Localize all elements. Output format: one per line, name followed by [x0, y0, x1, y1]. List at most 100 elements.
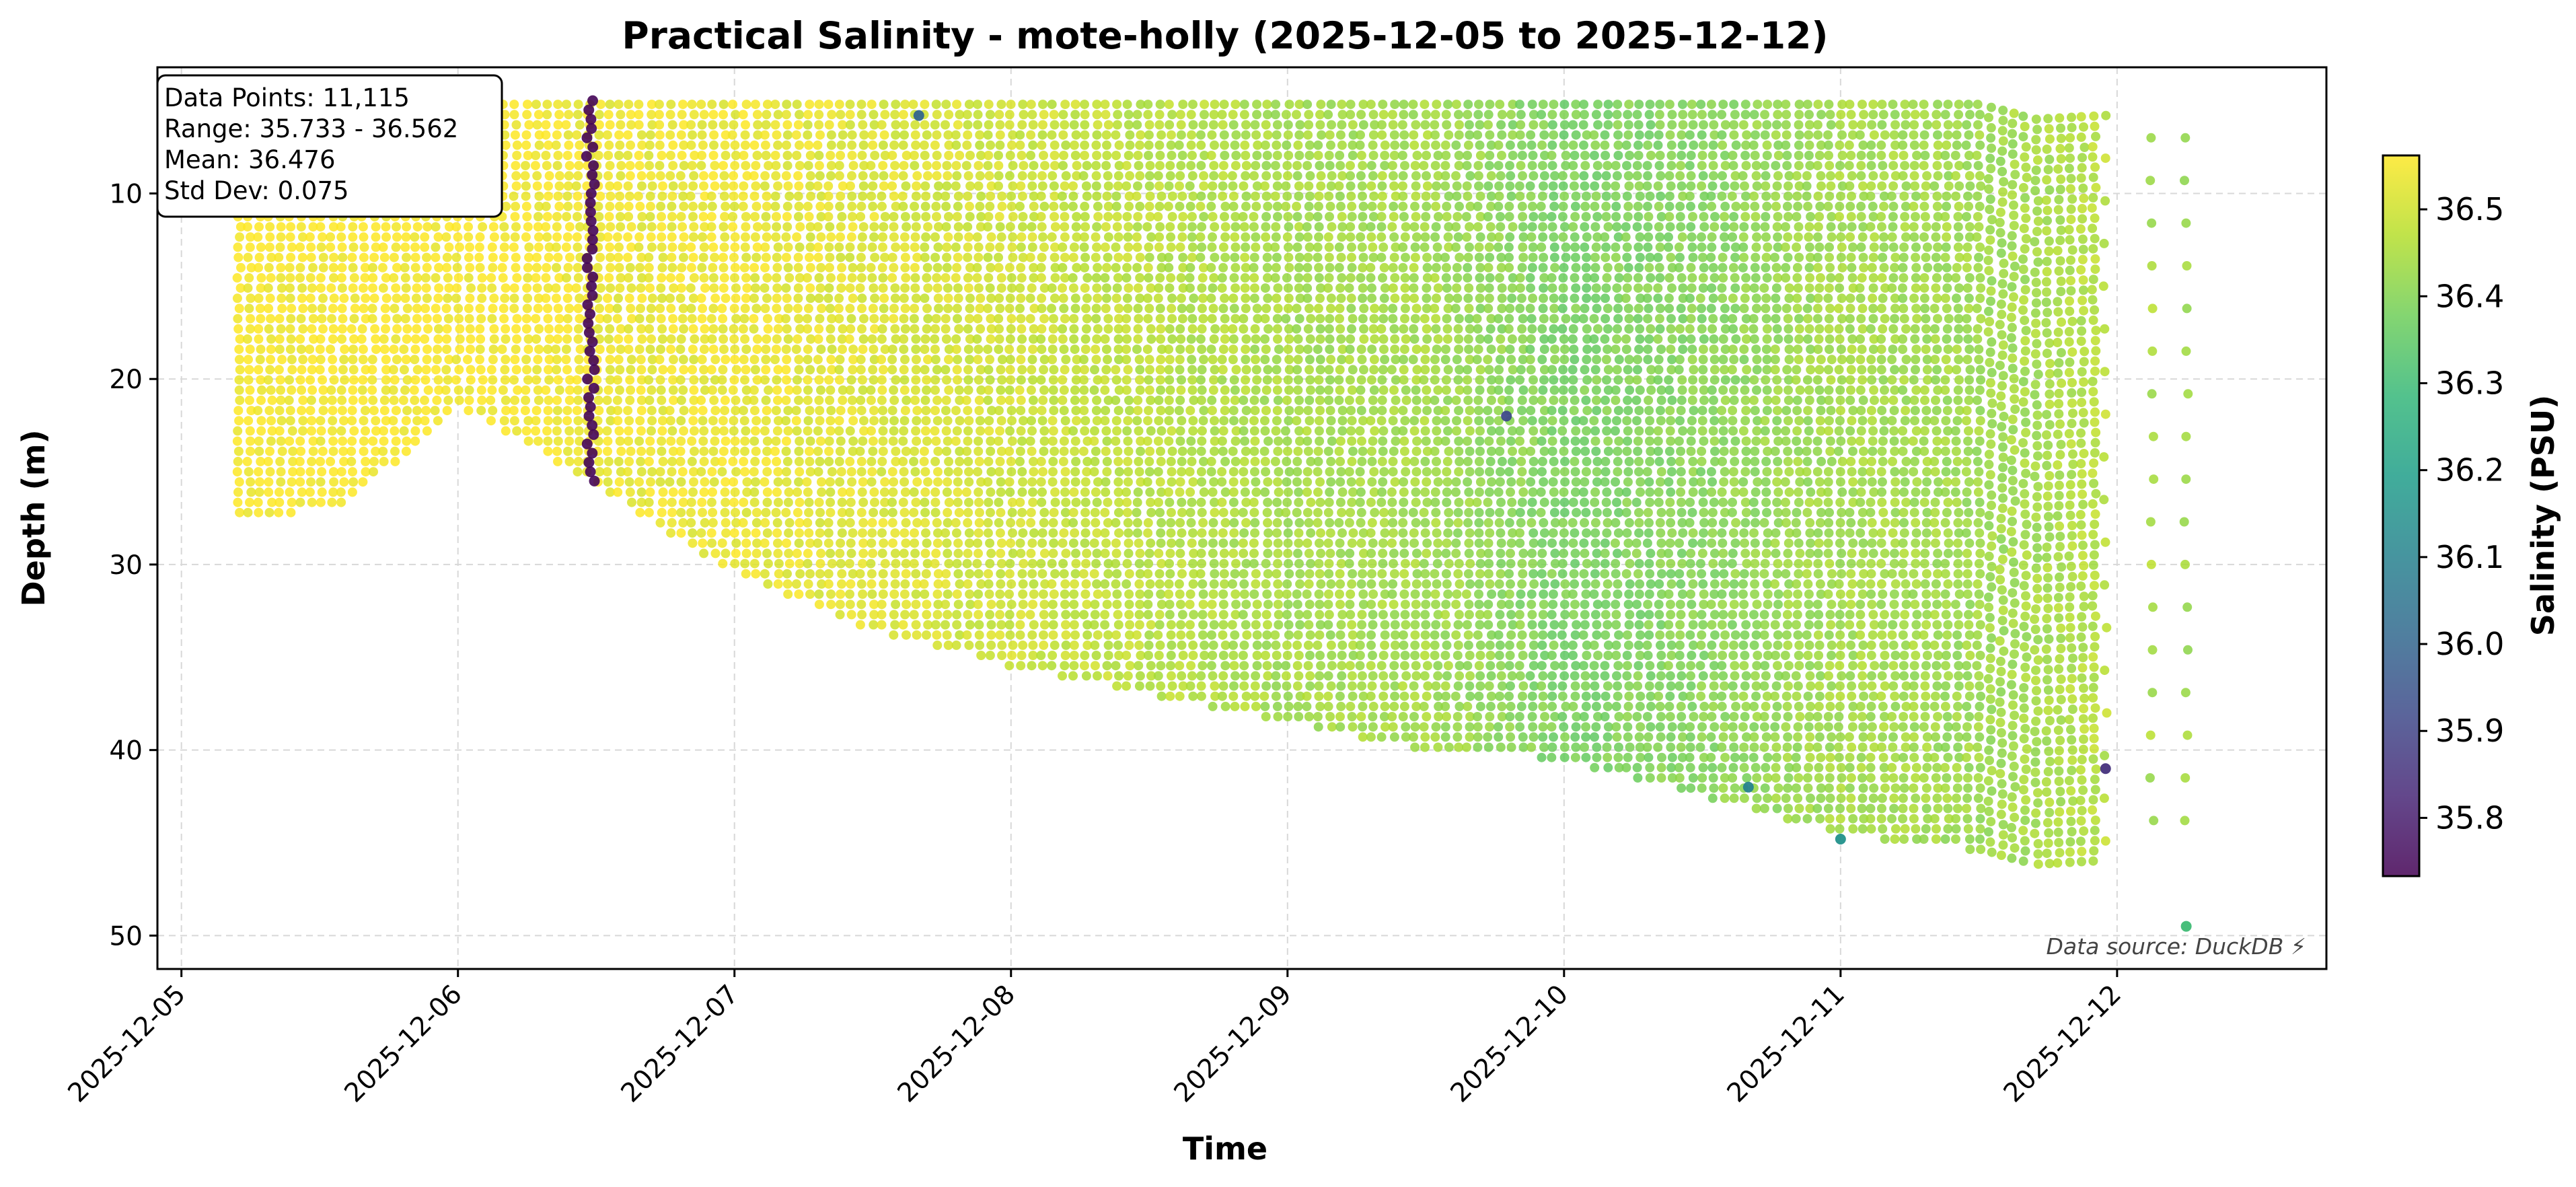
data-point: [689, 467, 698, 477]
data-point: [1017, 467, 1027, 477]
data-point: [625, 487, 635, 497]
data-point: [887, 181, 897, 191]
data-point: [562, 365, 572, 375]
data-point: [254, 446, 264, 456]
data-point: [793, 487, 803, 497]
data-point: [794, 395, 804, 405]
data-point: [1122, 262, 1132, 273]
data-point: [1058, 262, 1068, 273]
data-point: [676, 528, 686, 538]
data-point: [1315, 477, 1325, 487]
data-point: [361, 467, 371, 477]
data-point: [475, 303, 485, 314]
data-point: [921, 569, 931, 579]
data-point: [783, 262, 793, 273]
data-point: [856, 252, 866, 262]
data-point: [773, 140, 783, 150]
data-point: [1250, 528, 1260, 538]
data-point: [920, 100, 930, 110]
data-point: [941, 314, 951, 324]
data-point: [867, 334, 877, 344]
data-point: [1154, 497, 1163, 507]
data-point: [348, 232, 358, 242]
data-point: [1165, 569, 1175, 579]
data-point: [1060, 365, 1070, 375]
data-point: [1133, 303, 1143, 314]
data-point: [837, 262, 847, 273]
data-point: [762, 446, 772, 456]
data-point: [647, 467, 657, 477]
data-point: [1177, 528, 1187, 538]
data-point: [1272, 201, 1282, 211]
data-point: [900, 283, 910, 293]
data-point: [432, 314, 442, 324]
data-point: [1303, 130, 1313, 140]
data-point: [868, 365, 878, 375]
data-point: [943, 303, 953, 314]
data-point: [337, 242, 347, 252]
data-point: [943, 610, 953, 620]
data-point: [1153, 212, 1163, 221]
data-point: [647, 365, 657, 375]
data-point: [1060, 252, 1070, 262]
data-point: [1080, 589, 1091, 599]
data-point: [1239, 100, 1249, 110]
data-point: [1025, 314, 1035, 324]
data-point: [1284, 385, 1294, 395]
data-point: [793, 303, 803, 314]
data-point: [816, 212, 826, 221]
data-point: [1143, 600, 1153, 610]
data-point: [772, 283, 782, 293]
data-point: [1326, 293, 1336, 303]
data-point: [1156, 661, 1166, 671]
data-point: [1228, 691, 1239, 701]
data-point: [1326, 140, 1335, 150]
data-point: [887, 151, 897, 160]
data-point: [689, 395, 699, 405]
data-point: [562, 416, 573, 426]
data-point: [740, 559, 750, 569]
data-point: [489, 293, 499, 303]
data-point: [930, 252, 941, 262]
data-point: [1175, 345, 1185, 355]
data-point: [256, 345, 266, 355]
data-point: [1040, 161, 1050, 171]
data-point: [1058, 395, 1068, 405]
data-point: [1218, 365, 1228, 375]
data-point: [1070, 467, 1080, 477]
data-point: [359, 252, 369, 262]
data-point: [368, 395, 378, 405]
data-point: [1059, 385, 1069, 395]
data-point: [1336, 334, 1346, 344]
data-point: [1091, 273, 1101, 283]
data-point: [658, 365, 668, 375]
data-point: [899, 507, 910, 517]
data-point: [286, 507, 296, 517]
data-point: [710, 161, 720, 171]
data-point: [1177, 416, 1187, 426]
data-point: [265, 222, 275, 232]
data-point: [1113, 446, 1123, 456]
data-point: [1061, 610, 1071, 620]
data-point: [1134, 640, 1144, 650]
data-point: [879, 171, 889, 181]
data-point: [510, 212, 520, 221]
data-point: [509, 191, 519, 201]
data-point: [749, 385, 759, 395]
data-point: [1089, 538, 1099, 548]
data-point: [869, 610, 879, 620]
data-point: [1060, 661, 1070, 671]
data-point: [474, 242, 484, 252]
data-point: [1304, 181, 1314, 191]
data-point: [900, 324, 910, 334]
data-point: [666, 100, 676, 110]
data-point: [760, 375, 770, 385]
data-point: [869, 487, 879, 497]
data-point: [1185, 283, 1195, 293]
data-point: [401, 355, 411, 365]
data-point: [1007, 283, 1017, 293]
data-point: [739, 151, 749, 160]
data-point: [973, 446, 984, 456]
data-point: [1178, 100, 1188, 110]
data-point: [1313, 517, 1323, 528]
